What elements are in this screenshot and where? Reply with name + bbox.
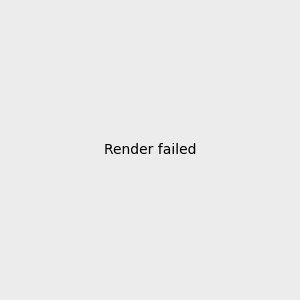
- Text: Render failed: Render failed: [104, 143, 196, 157]
